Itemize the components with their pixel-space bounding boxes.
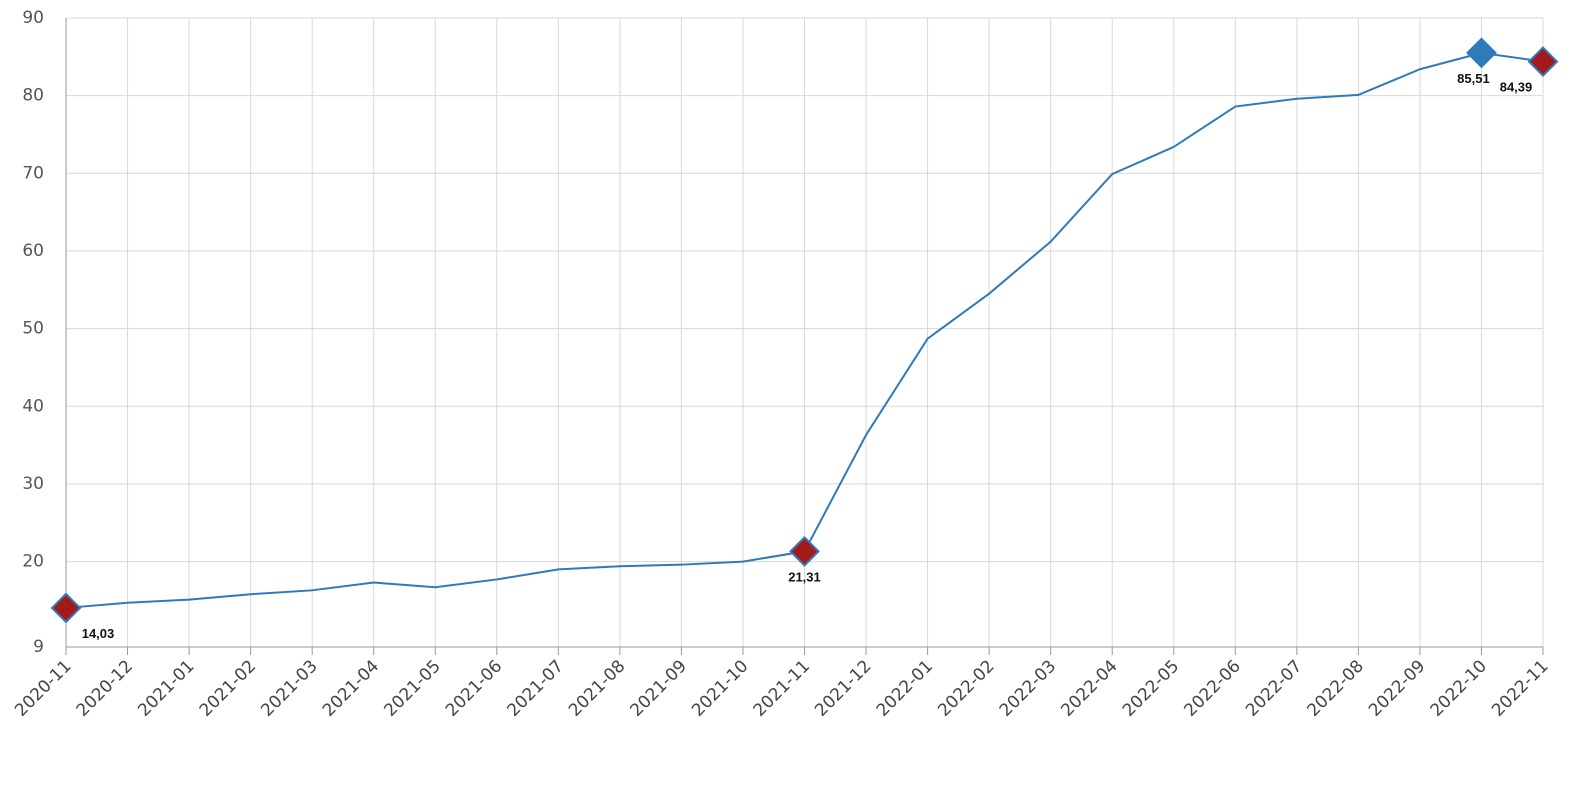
x-tick-label: 2022-10 [1427, 656, 1491, 720]
value-label: 85,51 [1457, 71, 1490, 86]
x-tick-label: 2021-10 [688, 656, 752, 720]
x-tick-label: 2022-09 [1365, 656, 1429, 720]
y-tick-label: 40 [22, 396, 44, 416]
y-tick-label: 20 [22, 552, 44, 572]
y-tick-label: 70 [22, 163, 44, 183]
x-tick-label: 2022-06 [1180, 656, 1244, 720]
y-tick-label: 9 [33, 637, 44, 657]
y-tick-label: 90 [22, 8, 44, 28]
x-tick-label: 2021-01 [134, 656, 198, 720]
y-tick-label: 50 [22, 319, 44, 339]
x-tick-label: 2021-09 [627, 656, 691, 720]
marker [789, 535, 820, 567]
x-tick-label: 2021-02 [196, 656, 260, 720]
x-tick-label: 2021-03 [257, 656, 321, 720]
value-label: 84,39 [1500, 80, 1533, 95]
x-tick-label: 2021-05 [380, 656, 444, 720]
y-tick-label: 60 [22, 241, 44, 261]
x-tick-label: 2022-07 [1242, 656, 1306, 720]
x-tick-label: 2021-07 [504, 656, 568, 720]
y-tick-label: 30 [22, 474, 44, 494]
x-tick-label: 2021-06 [442, 656, 506, 720]
x-tick-label: 2021-08 [565, 656, 629, 720]
x-tick-label: 2022-03 [996, 656, 1060, 720]
x-tick-label: 2021-04 [319, 656, 383, 720]
x-tick-label: 2021-11 [750, 656, 814, 720]
x-tick-label: 2022-02 [934, 656, 998, 720]
x-tick-label: 2021-12 [811, 656, 875, 720]
marker [50, 592, 82, 624]
x-tick-label: 2022-08 [1304, 656, 1368, 720]
value-label: 21,31 [788, 569, 821, 584]
x-tick-label: 2020-12 [73, 656, 137, 720]
y-tick-label: 80 [22, 86, 44, 106]
marker [1527, 46, 1559, 77]
x-tick-label: 2022-01 [873, 656, 937, 720]
marker [1466, 37, 1497, 69]
x-tick-label: 2022-05 [1119, 656, 1183, 720]
x-tick-label: 2022-11 [1488, 656, 1552, 720]
x-tick-label: 2022-04 [1057, 656, 1121, 720]
x-tick-label: 2020-11 [11, 656, 75, 720]
value-label: 14,03 [82, 626, 115, 641]
